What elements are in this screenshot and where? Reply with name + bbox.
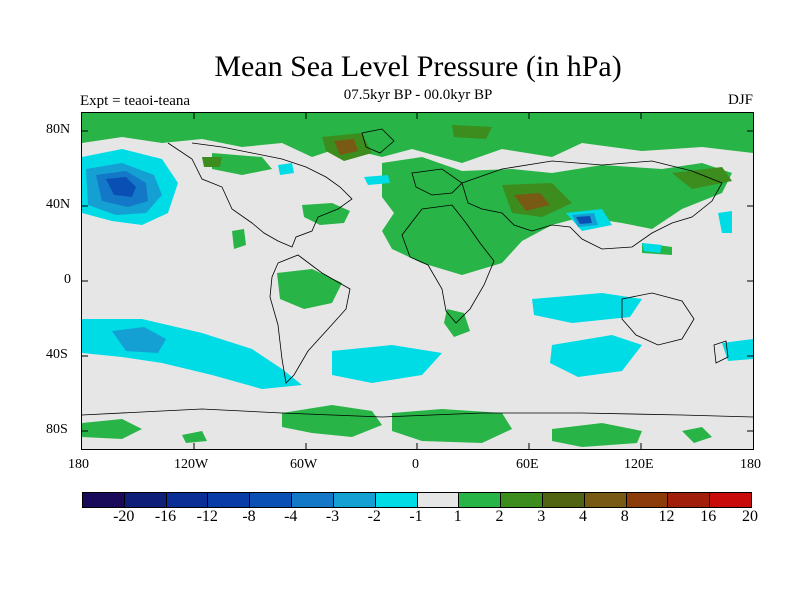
colorbar-tick-label: -4 [284,508,298,525]
lon-label-60w: 60W [290,457,318,472]
lon-label-180w: 180 [68,457,89,472]
colorbar-swatch [668,493,711,507]
strong-positive-regions [202,125,732,217]
colorbar [82,492,752,508]
lat-label-40n: 40N [46,197,71,212]
colorbar-tick-label: -3 [325,508,340,525]
negative-anomaly-regions [82,149,753,389]
colorbar-tick-label: -16 [154,508,177,525]
map-subtitle: 07.5kyr BP - 00.0kyr BP [343,87,493,103]
axis-ticks [82,113,753,449]
map-title: Mean Sea Level Pressure (in hPa) [214,50,622,83]
lon-label-120e: 120E [624,457,654,472]
season-label: DJF [727,92,753,108]
lat-label-80s: 80S [46,422,68,437]
lon-label-120w: 120W [174,457,209,472]
colorbar-tick-label: 20 [742,508,758,525]
colorbar-swatch [292,493,334,507]
colorbar-swatch [542,493,585,507]
coastlines [82,128,753,418]
colorbar-swatch [459,493,502,507]
colorbar-tick-label: 8 [620,508,629,525]
map-plot-area [81,112,754,450]
lon-label-60e: 60E [516,457,539,472]
colorbar-swatch [208,493,251,507]
colorbar-swatch [250,493,293,507]
colorbar-tick-label: 4 [579,508,587,525]
colorbar-tick-label: -8 [242,508,256,525]
colorbar-tick-label: 1 [453,508,462,525]
colorbar-swatch [166,493,209,507]
lat-label-40s: 40S [46,347,68,362]
colorbar-swatch [584,493,627,507]
colorbar-swatch [501,493,543,507]
colorbar-tick-label: -1 [409,508,423,525]
positive-anomaly-regions [82,113,753,447]
colorbar-tick-label: 16 [700,508,717,525]
colorbar-swatch [417,493,460,507]
colorbar-swatch [626,493,669,507]
lat-label-0: 0 [64,272,71,287]
experiment-label: Expt = teaoi-teana [80,93,191,109]
colorbar-swatch [83,493,125,507]
colorbar-tick-label: -20 [113,508,135,525]
colorbar-swatch [333,493,376,507]
colorbar-tick-label: 12 [658,508,675,525]
lon-label-180e: 180 [740,457,761,472]
lat-label-80n: 80N [46,122,71,137]
colorbar-tick-label: 2 [495,508,504,525]
colorbar-tick-label: -2 [367,508,381,525]
lon-label-0: 0 [412,457,419,472]
colorbar-swatch [375,493,418,507]
colorbar-swatch [710,493,751,507]
colorbar-swatch [124,493,167,507]
colorbar-tick-label: -12 [196,508,218,525]
map-field [82,113,753,449]
colorbar-tick-label: 3 [537,508,546,525]
